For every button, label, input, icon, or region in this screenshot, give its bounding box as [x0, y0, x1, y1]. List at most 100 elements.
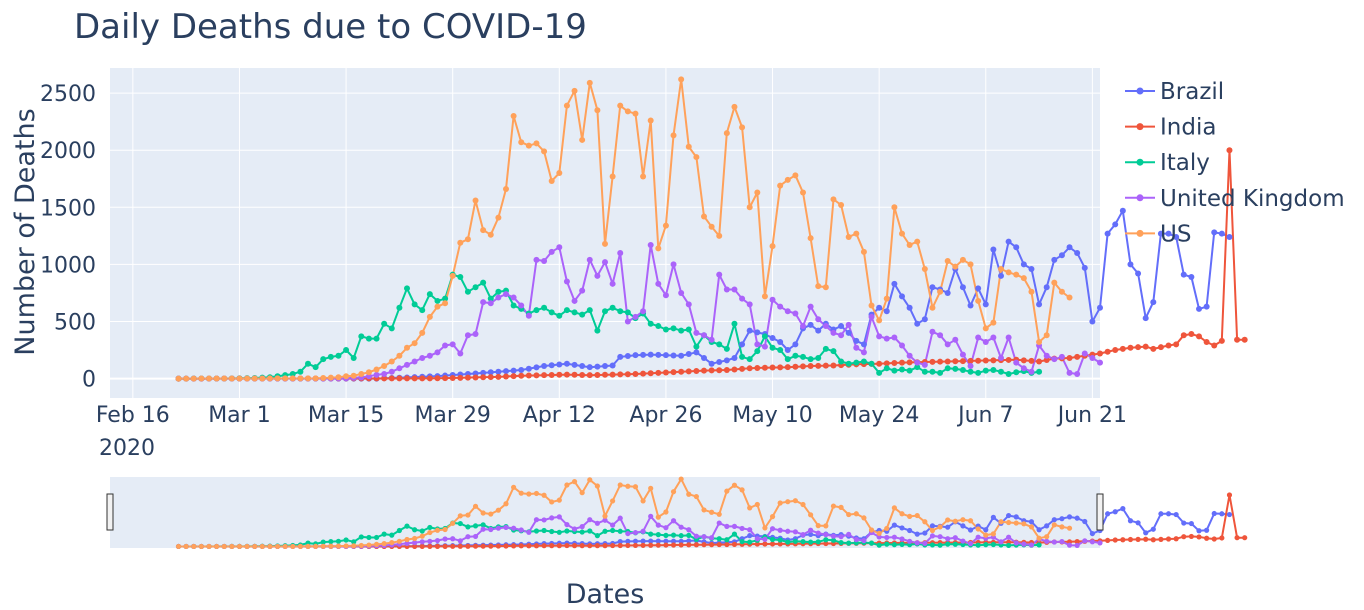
slider-point-us [221, 543, 227, 550]
slider-point-us [313, 543, 319, 550]
slider-point-us [244, 543, 250, 550]
data-point-brazil [510, 367, 517, 374]
slider-point-brazil [670, 538, 677, 544]
slider-point-italy [670, 532, 677, 538]
data-point-us [914, 238, 921, 245]
data-point-italy [487, 295, 494, 302]
data-point-italy [1036, 368, 1043, 375]
slider-point-brazil [907, 527, 913, 534]
slider-point-us [617, 482, 623, 488]
data-point-india [1112, 347, 1119, 354]
data-point-italy [929, 368, 936, 375]
slider-point-us [488, 511, 494, 517]
data-point-india [754, 365, 761, 372]
slider-point-italy [777, 537, 783, 543]
legend-item-italy[interactable]: Italy [1125, 150, 1210, 176]
data-point-brazil [1211, 229, 1218, 236]
data-point-united-kingdom [503, 291, 509, 298]
slider-point-india [427, 543, 433, 550]
data-point-brazil [1104, 230, 1111, 237]
data-point-united-kingdom [1043, 352, 1050, 359]
data-point-brazil [990, 246, 997, 253]
data-point-us [647, 117, 654, 124]
data-point-us [754, 189, 761, 196]
slider-point-italy [412, 527, 418, 533]
data-point-india [769, 364, 776, 371]
slider-point-italy [472, 523, 479, 529]
slider-point-us [564, 482, 570, 488]
range-slider[interactable] [106, 476, 1248, 550]
slider-point-us [655, 514, 661, 520]
x-tick-label: Mar 1 [208, 403, 271, 428]
data-point-india [404, 375, 410, 382]
data-point-india [609, 371, 616, 378]
slider-point-india [709, 542, 715, 548]
data-point-italy [480, 279, 487, 286]
x-tick-label: Mar 29 [414, 403, 491, 428]
data-point-us [495, 214, 502, 221]
data-point-india [937, 358, 944, 365]
data-point-us [365, 369, 372, 376]
slider-point-united-kingdom [899, 536, 905, 542]
data-point-brazil [518, 367, 525, 374]
data-point-us [1028, 288, 1035, 295]
slider-point-us [891, 505, 897, 511]
slider-point-brazil [929, 523, 936, 529]
data-point-india [761, 364, 768, 371]
range-slider-left-handle[interactable] [106, 493, 114, 531]
data-point-us [822, 284, 829, 291]
slider-point-us [1013, 520, 1019, 526]
slider-point-india [442, 543, 448, 549]
slider-point-italy [663, 532, 669, 538]
data-point-us [244, 375, 251, 382]
slider-point-india [731, 541, 738, 547]
slider-point-india [541, 543, 547, 549]
slider-point-us [739, 487, 745, 493]
data-point-india [876, 360, 883, 367]
data-point-india [487, 374, 494, 381]
slider-point-united-kingdom [526, 529, 532, 535]
slider-point-brazil [1006, 512, 1012, 519]
slider-point-us [747, 505, 753, 511]
legend-item-india[interactable]: India [1125, 115, 1216, 141]
data-point-brazil [769, 335, 776, 342]
data-point-brazil [655, 351, 662, 358]
data-point-united-kingdom [693, 329, 700, 336]
legend-item-brazil[interactable]: Brazil [1125, 79, 1224, 105]
data-point-us [1036, 339, 1043, 346]
slider-point-italy [396, 527, 402, 534]
data-point-united-kingdom [594, 272, 601, 279]
data-point-united-kingdom [952, 336, 959, 343]
data-point-united-kingdom [586, 256, 593, 263]
data-point-india [1135, 344, 1142, 351]
data-point-italy [365, 335, 372, 342]
y-tick-label: 0 [82, 368, 96, 393]
data-point-us [206, 375, 212, 382]
legend-item-us[interactable]: US [1125, 221, 1191, 247]
data-point-italy [769, 344, 776, 351]
data-point-us [503, 186, 509, 193]
data-point-united-kingdom [1058, 353, 1065, 360]
data-point-italy [800, 353, 806, 360]
slider-point-italy [724, 537, 730, 543]
data-point-us [221, 375, 228, 382]
slider-point-us [1006, 519, 1012, 526]
slider-point-brazil [1211, 510, 1217, 517]
data-point-india [1005, 356, 1012, 363]
data-point-italy [602, 308, 608, 315]
range-slider-right-handle[interactable] [1096, 493, 1104, 531]
slider-point-italy [792, 538, 798, 544]
x-tick-label: Feb 16 [96, 403, 170, 428]
slider-point-us [602, 513, 608, 519]
slider-point-us [472, 503, 479, 509]
slider-point-united-kingdom [808, 527, 814, 533]
legend-item-united-kingdom[interactable]: United Kingdom [1125, 186, 1345, 212]
x-tick-label: Jun 21 [1056, 403, 1127, 428]
data-point-us [388, 358, 395, 365]
slider-point-india [412, 543, 418, 550]
data-point-india [693, 367, 700, 374]
data-point-india [419, 375, 426, 382]
slider-point-us [282, 543, 288, 550]
data-point-us [320, 375, 327, 382]
data-point-india [571, 371, 578, 378]
